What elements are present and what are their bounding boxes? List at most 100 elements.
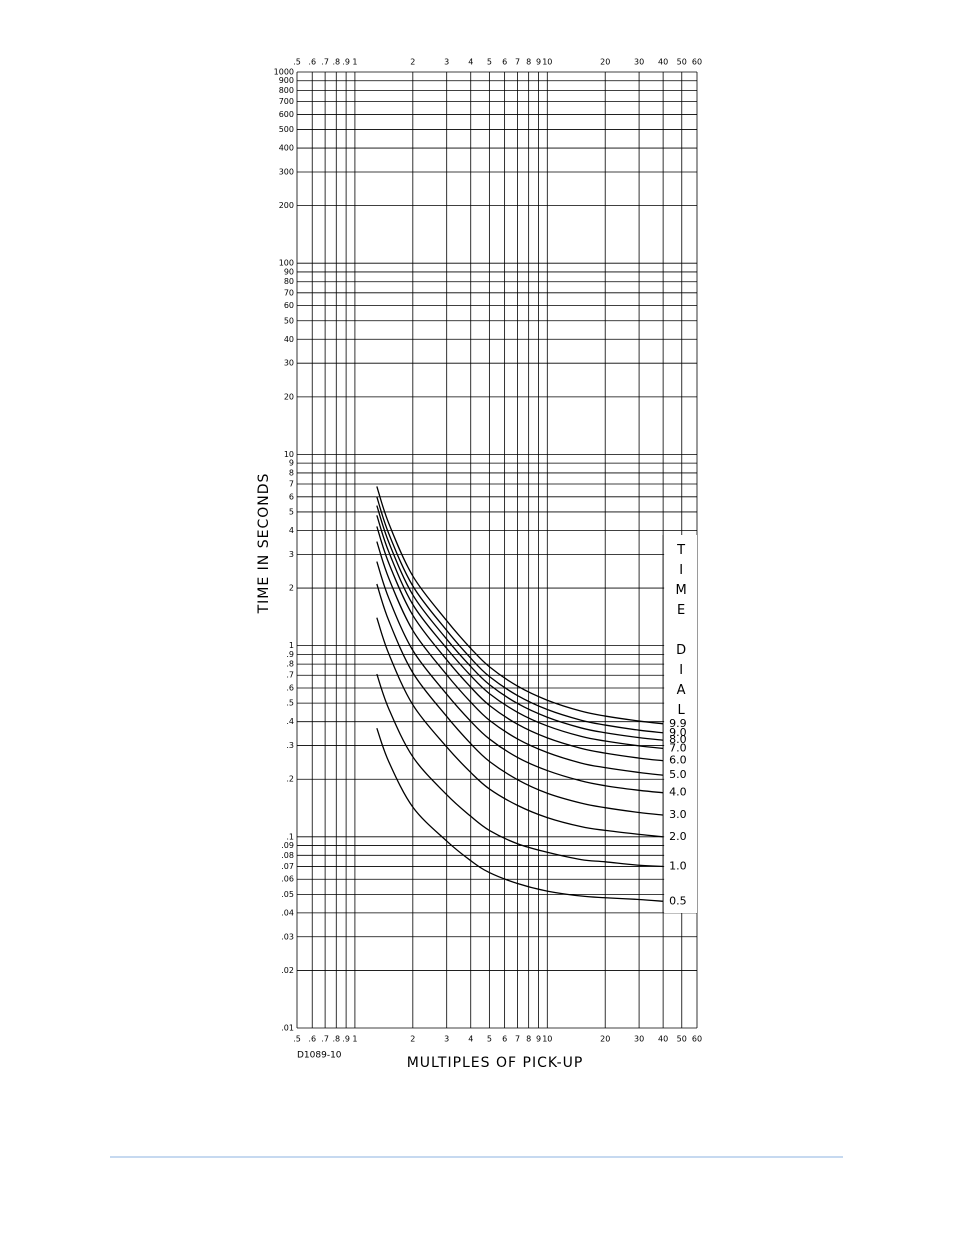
y-tick-label: .01 — [281, 1024, 294, 1033]
y-tick-label: 6 — [289, 492, 294, 501]
x-tick-label: 8 — [526, 58, 531, 67]
x-tick-label: 1 — [352, 1035, 357, 1044]
x-tick-label: 10 — [542, 58, 552, 67]
x-tick-label: 40 — [658, 1035, 668, 1044]
legend-label: 9.0 — [669, 726, 687, 739]
x-tick-label: 10 — [542, 1035, 552, 1044]
y-tick-label: .02 — [281, 966, 294, 975]
y-tick-label: .6 — [286, 684, 294, 693]
x-tick-label: 5 — [487, 58, 492, 67]
y-tick-label: .4 — [286, 717, 294, 726]
curve — [376, 727, 664, 902]
y-tick-label: 500 — [279, 125, 294, 134]
x-tick-label: 4 — [468, 1035, 473, 1044]
x-tick-label: 60 — [692, 1035, 702, 1044]
x-tick-label: 8 — [526, 1035, 531, 1044]
curve — [376, 515, 664, 750]
y-tick-label: 4 — [289, 526, 294, 535]
x-tick-label: .7 — [321, 58, 329, 67]
legend-label: 2.0 — [669, 830, 687, 843]
x-tick-label: 3 — [444, 58, 449, 67]
y-axis-label: TIME IN SECONDS — [256, 473, 272, 615]
x-tick-label: 5 — [487, 1035, 492, 1044]
y-tick-label: 600 — [279, 110, 294, 119]
y-tick-label: 60 — [284, 301, 294, 310]
curve — [376, 526, 664, 762]
y-tick-label: 300 — [279, 167, 294, 176]
x-tick-label: 3 — [444, 1035, 449, 1044]
x-tick-label: 7 — [515, 58, 520, 67]
y-tick-label: 1 — [289, 641, 294, 650]
x-tick-label: 30 — [634, 58, 644, 67]
y-tick-label: 70 — [284, 288, 294, 297]
legend-label: 9.9 — [669, 717, 687, 730]
x-tick-label: 60 — [692, 58, 702, 67]
y-tick-label: 400 — [279, 144, 294, 153]
x-tick-label: .8 — [332, 58, 340, 67]
y-tick-label: 700 — [279, 97, 294, 106]
curve — [376, 496, 664, 734]
y-tick-label: 1000 — [274, 68, 294, 77]
x-tick-label: 20 — [600, 1035, 610, 1044]
x-tick-label: 2 — [410, 58, 415, 67]
y-tick-label: .7 — [286, 671, 294, 680]
y-tick-label: .07 — [281, 862, 294, 871]
curve — [376, 486, 664, 725]
y-tick-label: .09 — [281, 841, 294, 850]
y-tick-label: 8 — [289, 468, 294, 477]
legend-panel — [664, 535, 697, 913]
curve — [376, 505, 664, 741]
x-tick-label: 4 — [468, 58, 473, 67]
y-tick-label: .08 — [281, 851, 294, 860]
x-axis-label: MULTIPLES OF PICK-UP — [407, 1055, 584, 1071]
curve — [376, 541, 664, 776]
y-tick-label: 2 — [289, 584, 294, 593]
x-tick-label: .5 — [293, 58, 301, 67]
y-tick-label: 3 — [289, 550, 294, 559]
y-tick-label: .2 — [286, 775, 294, 784]
curve — [376, 673, 664, 868]
y-tick-label: 40 — [284, 335, 294, 344]
legend-label: 6.0 — [669, 754, 687, 767]
x-tick-label: 9 — [536, 1035, 541, 1044]
y-tick-label: 20 — [284, 392, 294, 401]
legend-label: 4.0 — [669, 786, 687, 799]
legend-label: 8.0 — [669, 733, 687, 746]
x-tick-label: .6 — [308, 58, 316, 67]
y-tick-label: .9 — [286, 650, 294, 659]
x-tick-label: 7 — [515, 1035, 520, 1044]
y-tick-label: 90 — [284, 267, 294, 276]
legend-label: 1.0 — [669, 859, 687, 872]
curve — [376, 561, 664, 794]
y-tick-label: .06 — [281, 875, 294, 884]
y-tick-label: 100 — [279, 259, 294, 268]
y-tick-label: .1 — [286, 832, 294, 841]
y-tick-label: 7 — [289, 480, 294, 489]
legend-label: 5.0 — [669, 768, 687, 781]
y-tick-label: .8 — [286, 660, 294, 669]
y-tick-label: .5 — [286, 699, 294, 708]
x-tick-label: 50 — [677, 1035, 687, 1044]
y-tick-label: 9 — [289, 459, 294, 468]
x-tick-label: 2 — [410, 1035, 415, 1044]
x-tick-label: .8 — [332, 1035, 340, 1044]
x-tick-label: .6 — [308, 1035, 316, 1044]
y-tick-label: 5 — [289, 507, 294, 516]
y-tick-label: 800 — [279, 86, 294, 95]
x-tick-label: .5 — [293, 1035, 301, 1044]
y-tick-label: 900 — [279, 76, 294, 85]
y-tick-label: 50 — [284, 316, 294, 325]
y-tick-label: 80 — [284, 277, 294, 286]
y-tick-label: 10 — [284, 450, 294, 459]
curve — [376, 617, 664, 838]
x-tick-label: 50 — [677, 58, 687, 67]
x-tick-label: 6 — [502, 1035, 507, 1044]
y-tick-label: .3 — [286, 741, 294, 750]
y-tick-label: .04 — [281, 908, 294, 917]
x-tick-label: 1 — [352, 58, 357, 67]
legend-label: 3.0 — [669, 808, 687, 821]
legend-title: TIME DIAL — [674, 543, 689, 723]
x-tick-label: 9 — [536, 58, 541, 67]
